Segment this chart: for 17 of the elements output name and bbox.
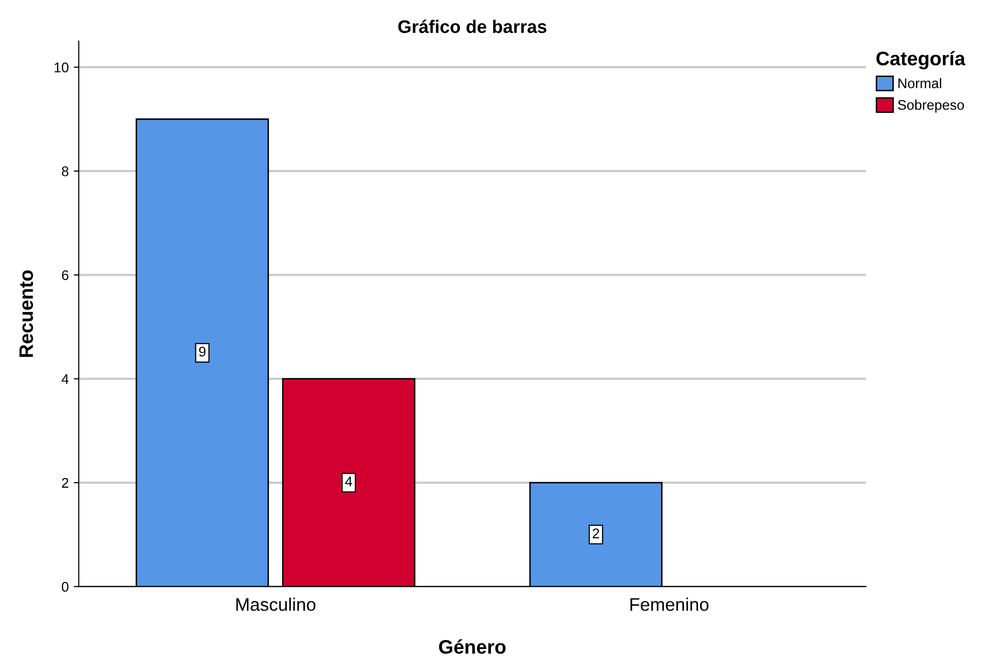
chart-title: Gráfico de barras — [398, 20, 546, 34]
y-tick-label: 4 — [62, 374, 69, 384]
data-label: 2 — [592, 528, 600, 538]
y-tick-label: 6 — [62, 270, 68, 280]
y-axis-title: Recuento — [19, 270, 34, 357]
data-label: 9 — [199, 346, 206, 357]
y-tick-label: 0 — [62, 582, 68, 592]
data-label: 4 — [345, 476, 352, 486]
x-tick-label: Masculino — [236, 598, 316, 611]
x-tick-label: Femenino — [630, 598, 709, 611]
legend-title: Categoría — [876, 50, 966, 70]
legend-label: Normal — [898, 78, 942, 88]
y-tick-label: 10 — [54, 62, 68, 72]
y-tick-label: 2 — [62, 478, 68, 488]
y-tick-label: 8 — [62, 166, 68, 176]
x-axis-title: Género — [439, 639, 506, 654]
legend-label: Sobrepeso — [898, 100, 964, 113]
